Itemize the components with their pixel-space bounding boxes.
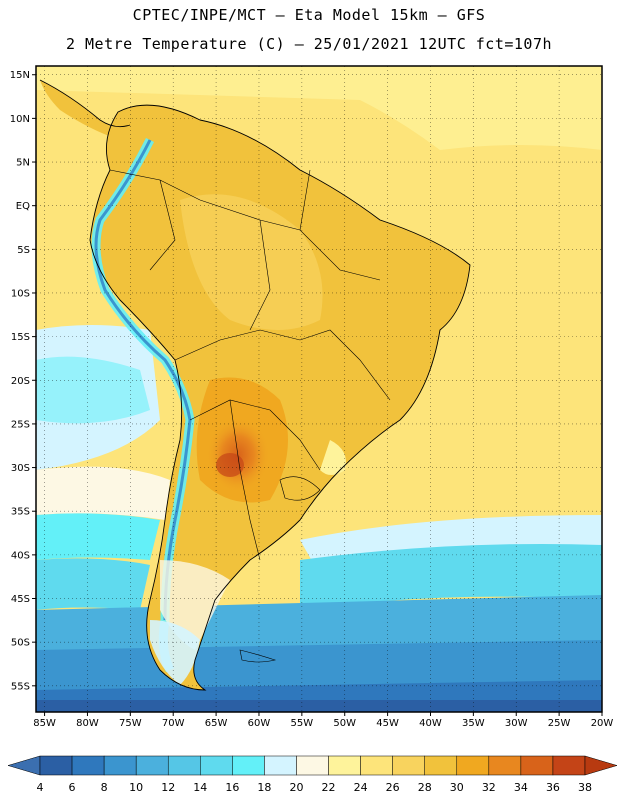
lon-tick-label: 35W	[462, 718, 485, 729]
colorbar-label: 12	[161, 781, 175, 794]
lat-tick-label: 35S	[11, 507, 30, 518]
colorbar-label: 22	[322, 781, 336, 794]
colorbar-swatch	[296, 755, 329, 776]
lat-tick-label: EQ	[16, 201, 30, 212]
lat-tick-label: 55S	[11, 681, 30, 692]
colorbar-swatch	[167, 755, 201, 776]
colorbar-label: 34	[514, 781, 528, 794]
colorbar-label: 30	[450, 781, 464, 794]
colorbar-swatch	[360, 755, 393, 776]
lat-tick-label: 5S	[17, 245, 30, 256]
lat-tick-label: 5N	[16, 158, 30, 169]
colorbar-label: 24	[354, 781, 368, 794]
colorbar-swatch	[39, 755, 73, 776]
colorbar-label: 16	[225, 781, 239, 794]
colorbar-label: 20	[289, 781, 303, 794]
colorbar-swatch	[200, 755, 233, 776]
lon-tick-label: 45W	[376, 718, 399, 729]
lat-tick-label: 15S	[11, 332, 30, 343]
colorbar-swatch	[103, 755, 137, 776]
lat-tick-label: 15N	[10, 70, 30, 81]
lon-tick-label: 60W	[248, 718, 271, 729]
chart-title-line1: CPTEC/INPE/MCT – Eta Model 15km – GFS	[132, 6, 486, 24]
lon-tick-label: 65W	[205, 718, 228, 729]
colorbar-label: 14	[193, 781, 207, 794]
colorbar-low-arrow	[7, 755, 41, 776]
colorbar-label: 32	[482, 781, 496, 794]
colorbar-swatch	[264, 755, 297, 776]
colorbar-swatch	[552, 755, 586, 776]
latitude-axis: 15N 10N 5N EQ 5S 10S 15S 20S 25S 30S 35S 40S 45S 50S 5…	[10, 70, 36, 692]
colorbar-swatch	[520, 755, 554, 776]
lat-tick-label: 20S	[11, 376, 30, 387]
lat-tick-label: 50S	[11, 638, 30, 649]
colorbar-swatch	[232, 755, 265, 776]
colorbar-swatch	[456, 755, 490, 776]
colorbar-swatch	[488, 755, 522, 776]
colorbar-label: 18	[257, 781, 271, 794]
lon-tick-label: 30W	[505, 718, 528, 729]
colorbar-label: 8	[101, 781, 108, 794]
colorbar-label: 6	[69, 781, 76, 794]
colorbar-swatch	[71, 755, 105, 776]
lon-tick-label: 75W	[119, 718, 142, 729]
colorbar-label: 26	[386, 781, 400, 794]
lat-tick-label: 25S	[11, 419, 30, 430]
lon-tick-label: 40W	[419, 718, 442, 729]
colorbar-swatch	[135, 755, 169, 776]
lon-tick-label: 55W	[291, 718, 314, 729]
chart-title-line2: 2 Metre Temperature (C) – 25/01/2021 12U…	[65, 35, 553, 53]
lon-tick-label: 70W	[162, 718, 185, 729]
lat-tick-label: 40S	[11, 550, 30, 561]
lon-tick-label: 50W	[333, 718, 356, 729]
colorbar-swatch	[392, 755, 425, 776]
colorbar-swatch	[328, 755, 361, 776]
colorbar-label: 4	[37, 781, 44, 794]
lon-tick-label: 85W	[33, 718, 56, 729]
colorbar: 4 6 8 10 12 14 16 18 20 22 24 26 28 30 32 34 36 38	[7, 755, 618, 794]
lon-tick-label: 20W	[591, 718, 614, 729]
colorbar-label: 28	[418, 781, 432, 794]
colorbar-high-arrow	[584, 755, 618, 776]
longitude-axis: 85W 80W 75W 70W 65W 60W 55W 50W 45W 40W 35W 30W 25W 2…	[33, 712, 613, 729]
lat-tick-label: 30S	[11, 463, 30, 474]
colorbar-label: 36	[546, 781, 560, 794]
colorbar-label: 38	[578, 781, 592, 794]
lat-tick-label: 45S	[11, 594, 30, 605]
south-america-land	[90, 105, 470, 691]
lon-tick-label: 25W	[548, 718, 571, 729]
lat-tick-label: 10N	[10, 114, 30, 125]
map-field	[36, 66, 602, 712]
colorbar-swatch	[424, 755, 458, 776]
map-frame	[35, 65, 603, 713]
colorbar-label: 10	[129, 781, 143, 794]
lat-tick-label: 10S	[11, 288, 30, 299]
lon-tick-label: 80W	[76, 718, 99, 729]
